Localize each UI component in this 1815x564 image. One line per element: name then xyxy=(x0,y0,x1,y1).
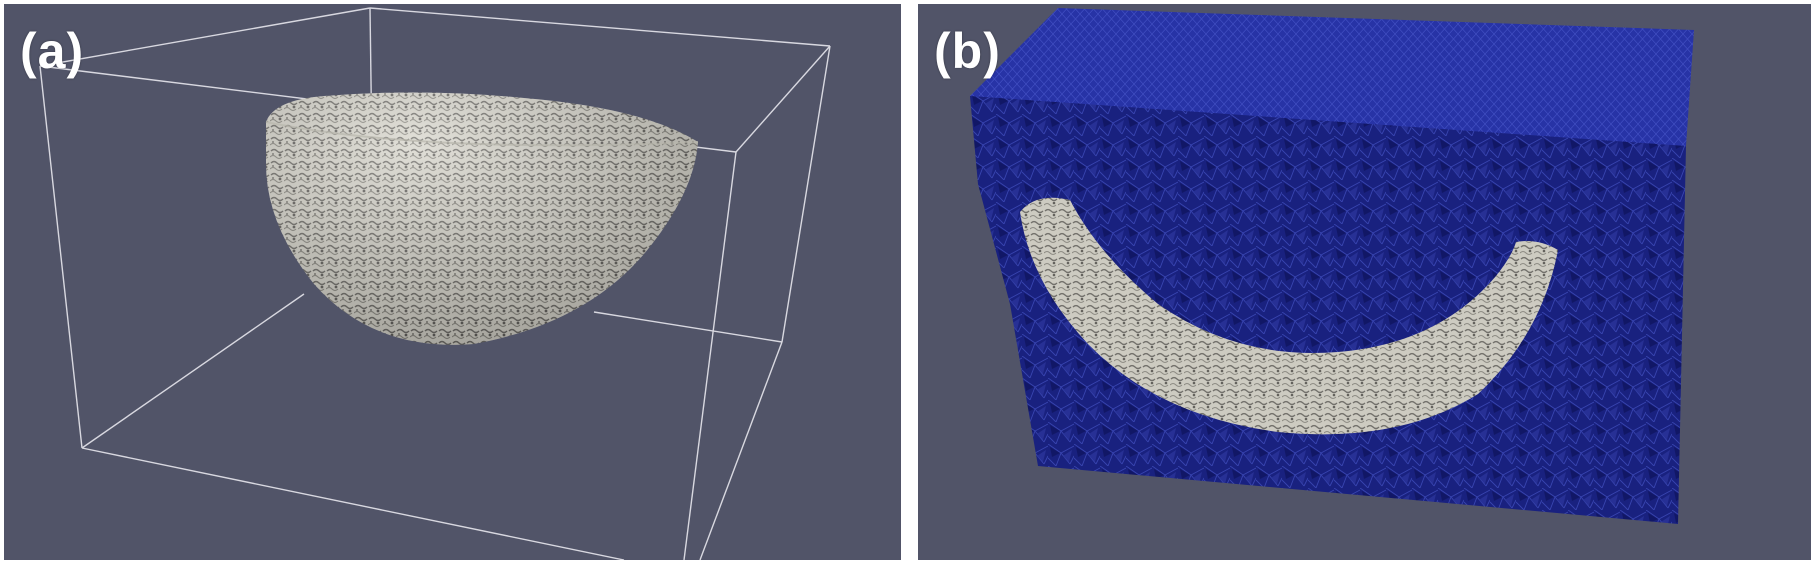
panel-label-a: (a) xyxy=(20,23,85,79)
hemisphere-scaffold xyxy=(265,92,699,345)
panel-b: (b) xyxy=(918,4,1811,560)
panel-b-render xyxy=(970,8,1694,524)
mesh-front-face xyxy=(970,96,1686,524)
panel-a: (a) xyxy=(4,4,901,560)
panel-label-b: (b) xyxy=(934,23,1001,79)
crescent-scaffold xyxy=(1020,197,1558,435)
panel-a-render xyxy=(39,7,831,560)
